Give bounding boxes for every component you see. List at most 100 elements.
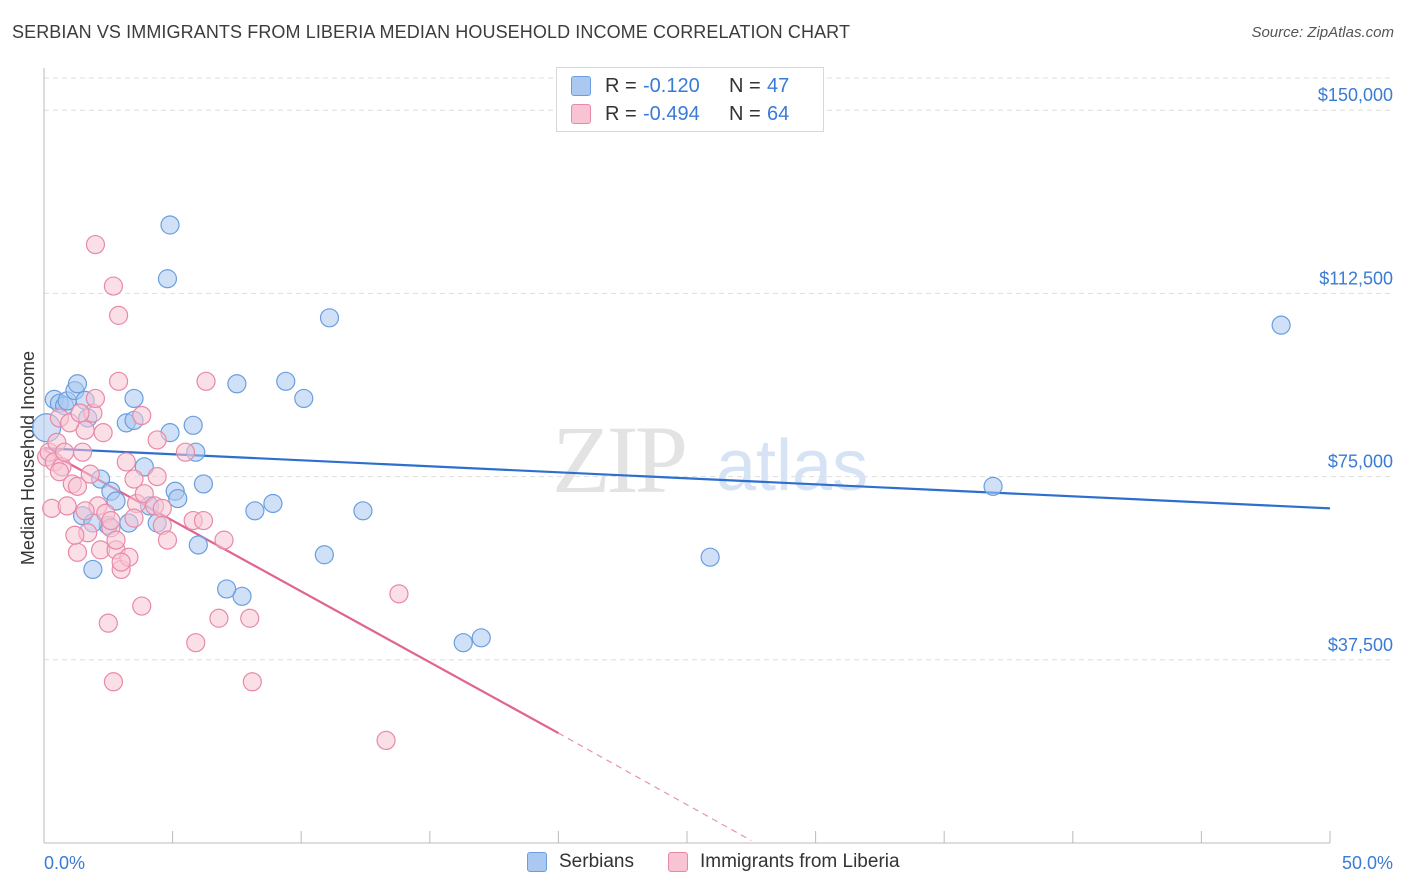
point-serbians [353,501,373,521]
point-liberia [116,452,136,472]
point-liberia [240,608,260,628]
point-liberia [85,234,106,255]
point-liberia [103,672,124,692]
point-liberia [75,501,95,521]
point-liberia [67,542,88,562]
point-liberia [67,476,88,496]
point-serbians [134,457,154,477]
legend-swatch-liberia [571,104,591,124]
point-serbians [217,579,237,599]
point-liberia [132,596,152,616]
point-liberia [132,405,152,426]
legend-swatch-serbians [527,852,547,872]
point-liberia [147,466,167,487]
point-serbians [276,371,296,391]
point-serbians [319,308,340,328]
legend-item-serbians[interactable]: Serbians [527,851,634,873]
axes [43,68,1331,844]
point-liberia [209,608,229,628]
point-serbians [1271,315,1291,335]
point-serbians [183,415,203,435]
legend-n-value: 47 [767,74,790,97]
point-liberia [214,530,234,550]
point-serbians [471,628,491,648]
legend-r-label: R = [605,102,637,125]
grid-lines [44,77,1394,661]
point-liberia [134,484,154,504]
point-liberia [54,442,75,462]
point-liberia [147,430,167,450]
point-serbians [983,476,1003,496]
x-tick-label: 50.0% [1342,853,1393,873]
y-tick-labels: $37,500 $75,000 $112,500 $150,000 [1318,85,1393,655]
source-credit: Source: ZipAtlas.com [1251,24,1394,41]
point-serbians [232,586,252,606]
x-tick-labels: 0.0% 50.0% [44,853,1393,873]
point-liberia [108,305,129,325]
point-serbians [188,535,208,555]
point-liberia [101,510,121,531]
point-liberia [389,584,409,604]
series-legend: Serbians Immigrants from Liberia [0,851,1406,879]
point-liberia [175,442,196,462]
point-serbians [157,269,178,289]
watermark: ZIP atlas [552,406,868,513]
legend-swatch-liberia [668,852,688,872]
point-liberia [124,508,144,528]
y-tick-label: $75,000 [1328,452,1393,472]
watermark-atlas: atlas [716,426,868,506]
point-serbians [700,547,720,567]
point-liberia [98,613,118,633]
point-serbians [453,633,473,653]
y-tick-label: $37,500 [1328,635,1393,655]
point-liberia [124,469,144,489]
trend-line-serbians [43,447,1331,510]
trend-line-liberia [43,448,559,735]
point-liberia [242,672,262,692]
point-serbians [314,545,334,565]
point-serbians [193,474,214,494]
point-serbians [245,501,265,521]
y-axis-label: Median Household Income [18,351,38,565]
legend-item-liberia[interactable]: Immigrants from Liberia [668,851,900,873]
point-liberia [152,498,172,518]
point-liberia [376,730,396,751]
point-serbians [106,491,126,511]
point-serbians [168,488,188,509]
legend-label-serbians: Serbians [559,851,634,872]
point-liberia [57,496,77,516]
point-serbians [83,559,103,580]
point-liberia [70,403,90,423]
y-tick-label: $112,500 [1319,268,1393,288]
point-serbians [294,388,314,409]
legend-r-label: R = [605,74,637,97]
legend-swatch-serbians [571,76,591,96]
legend-r-value: -0.494 [643,102,700,125]
point-liberia [106,530,126,550]
point-liberia [196,371,216,391]
trend-line-extension-liberia [558,732,752,842]
y-tick-label: $150,000 [1318,85,1393,105]
point-serbians [124,388,144,409]
point-serbians [67,374,88,394]
point-serbians [263,493,283,514]
point-serbians [227,374,247,394]
chart-title: SERBIAN VS IMMIGRANTS FROM LIBERIA MEDIA… [12,22,851,42]
legend-n-label: N = [729,74,761,97]
point-liberia [108,371,129,391]
point-liberia [93,423,113,443]
watermark-zip: ZIP [552,406,685,513]
point-liberia [80,464,100,484]
point-liberia [65,525,85,545]
legend-n-value: 64 [767,102,790,125]
data-points [31,215,1291,751]
legend-n-label: N = [729,102,761,125]
legend-r-value: -0.120 [643,74,700,97]
point-liberia [49,462,70,482]
legend-row-liberia: R = -0.494 N = 64 [571,101,789,127]
point-liberia [157,530,178,550]
x-tick-label: 0.0% [44,853,85,873]
legend-label-liberia: Immigrants from Liberia [700,851,900,872]
point-serbians [160,215,180,235]
